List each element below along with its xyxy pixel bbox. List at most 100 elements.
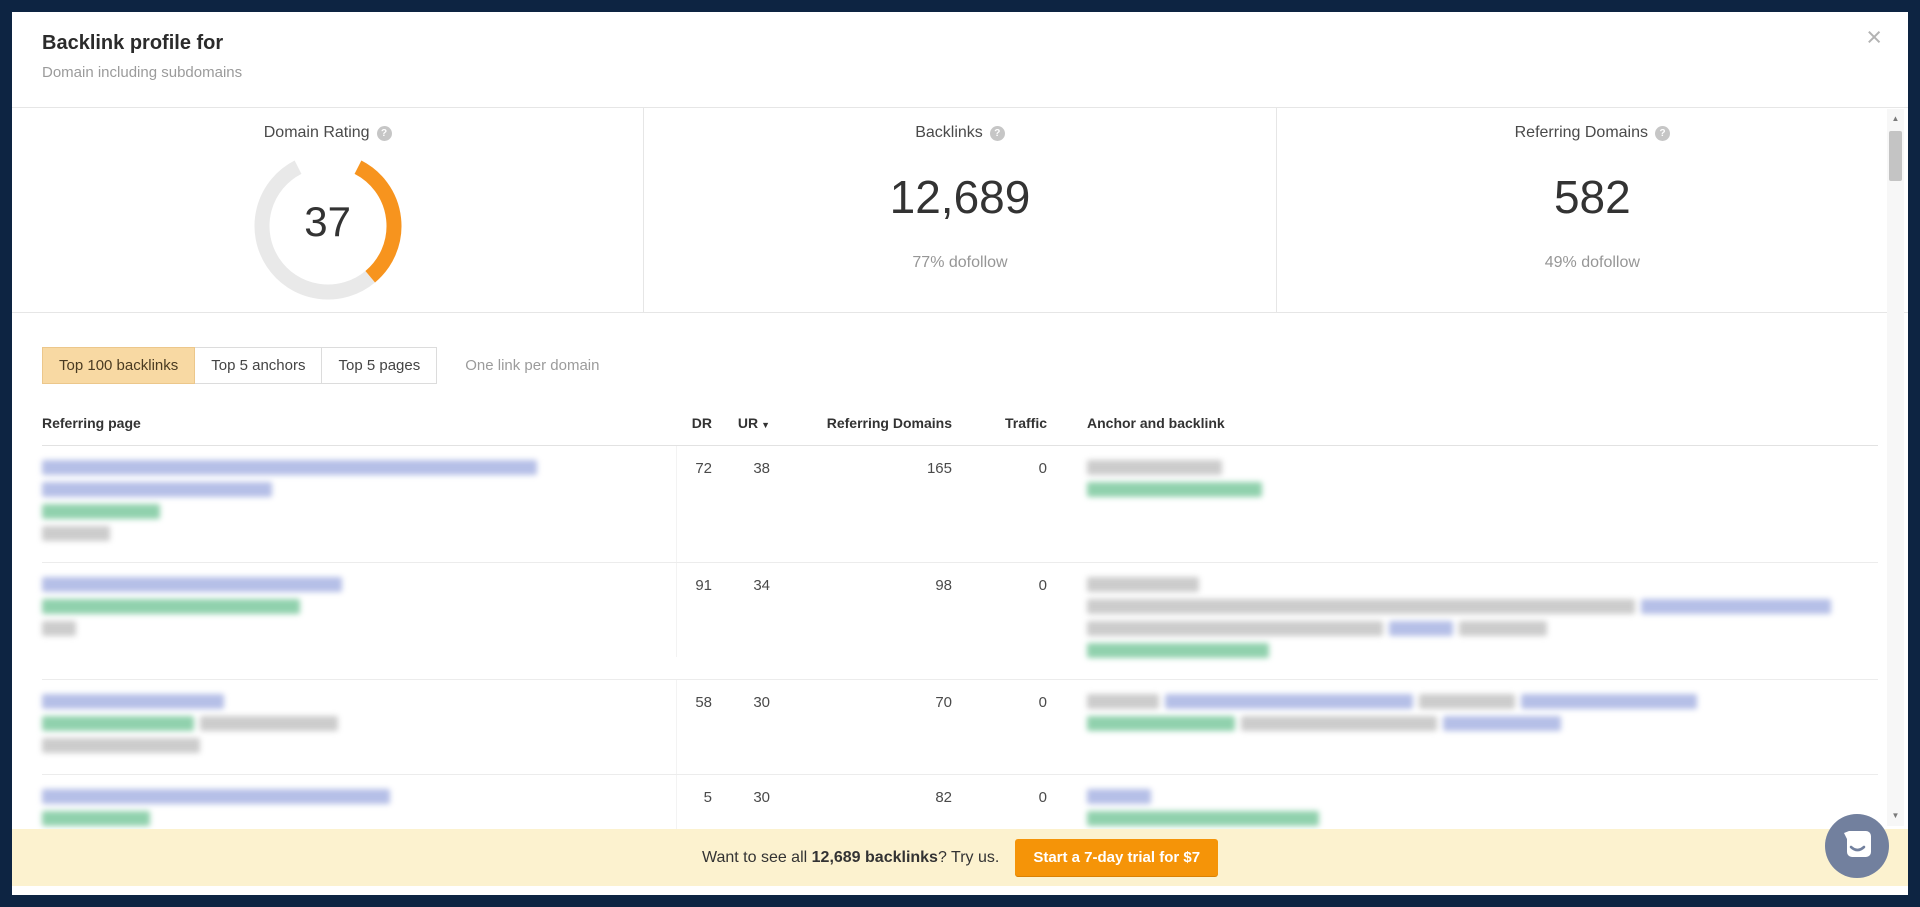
table-row: 91 34 98 0 [42, 563, 1878, 680]
redacted-text-line [42, 694, 676, 709]
redacted-text [42, 504, 160, 519]
redacted-text [42, 716, 194, 731]
referring-domains-cell: 82 [935, 789, 952, 806]
dr-cell: 58 [695, 694, 712, 711]
domain-rating-label-text: Domain Rating [263, 124, 370, 141]
chat-bubble-icon [1825, 814, 1889, 878]
section-divider [12, 312, 1908, 313]
redacted-text [1087, 460, 1222, 475]
tabs-row: Top 100 backlinks Top 5 anchors Top 5 pa… [42, 345, 1908, 385]
stats-section: Domain Rating ? 37 Backlinks ? 12,689 77… [12, 108, 1908, 312]
banner-text: Want to see all 12,689 backlinks? Try us… [702, 849, 999, 867]
chat-widget-button[interactable] [1825, 814, 1889, 878]
backlinks-table: Referring page DR UR ▼ Referring Domains … [42, 415, 1878, 848]
redacted-text [42, 482, 272, 497]
redacted-text [1241, 716, 1437, 731]
redacted-text [42, 621, 76, 636]
help-icon[interactable]: ? [989, 125, 1005, 141]
redacted-text [42, 460, 537, 475]
referring-domains-cell: 70 [935, 694, 952, 711]
redacted-text-line [1087, 599, 1878, 614]
redacted-text-line [42, 621, 676, 636]
redacted-text-line [42, 738, 676, 753]
scroll-down-icon[interactable]: ▼ [1891, 811, 1900, 820]
backlinks-value: 12,689 [889, 171, 1031, 223]
redacted-text [1087, 716, 1235, 731]
domain-rating-value: 37 [304, 198, 352, 245]
redacted-text-line [42, 482, 676, 497]
scroll-up-icon[interactable]: ▲ [1891, 114, 1900, 123]
referring-domains-label-text: Referring Domains [1514, 124, 1649, 141]
col-dr[interactable]: DR [691, 415, 712, 431]
col-referring-domains[interactable]: Referring Domains [826, 415, 952, 431]
traffic-cell: 0 [1038, 694, 1047, 711]
one-link-per-domain-toggle[interactable]: One link per domain [465, 356, 600, 374]
anchor-backlink-cell [1047, 563, 1878, 679]
vertical-scrollbar[interactable]: ▲ ▼ [1887, 109, 1904, 826]
help-icon[interactable]: ? [376, 125, 392, 141]
redacted-text-line [1087, 621, 1878, 636]
col-ur[interactable]: UR ▼ [737, 415, 770, 431]
redacted-text-line [1087, 811, 1878, 826]
close-icon[interactable]: × [1866, 22, 1882, 52]
stat-backlinks: Backlinks ? 12,689 77% dofollow [643, 108, 1275, 312]
backlinks-label: Backlinks ? [915, 124, 1005, 142]
redacted-text [1641, 599, 1831, 614]
referring-page-cell [42, 563, 677, 657]
gauge-svg [254, 160, 402, 300]
redacted-text [1087, 577, 1199, 592]
redacted-text [42, 811, 150, 826]
page-subtitle: Domain including subdomains [42, 64, 243, 81]
redacted-text-line [42, 577, 676, 592]
redacted-text [42, 526, 110, 541]
page-title: Backlink profile for [42, 32, 224, 54]
redacted-text-line [42, 504, 676, 519]
redacted-text [1087, 811, 1319, 826]
dr-cell: 72 [695, 460, 712, 477]
help-icon[interactable]: ? [1655, 125, 1671, 141]
banner-text-suffix: ? Try us. [937, 848, 1000, 866]
redacted-text [1443, 716, 1561, 731]
redacted-text-line [42, 599, 676, 614]
backlinks-label-text: Backlinks [915, 124, 983, 141]
redacted-text [1521, 694, 1697, 709]
redacted-text-line [42, 811, 676, 826]
col-anchor-and-backlink: Anchor and backlink [1087, 415, 1225, 431]
traffic-cell: 0 [1038, 577, 1047, 594]
traffic-cell: 0 [1038, 789, 1047, 806]
referring-page-cell [42, 775, 677, 847]
table-row: 72 38 165 0 [42, 446, 1878, 563]
tab-top-5-pages[interactable]: Top 5 pages [321, 346, 438, 384]
ur-cell: 38 [753, 460, 770, 477]
backlinks-dofollow: 77% dofollow [912, 254, 1008, 271]
dr-cell: 91 [695, 577, 712, 594]
redacted-text [1087, 694, 1159, 709]
start-trial-button[interactable]: Start a 7-day trial for $7 [1015, 839, 1219, 876]
domain-rating-gauge: 37 [248, 146, 408, 306]
referring-domains-cell: 165 [926, 460, 952, 477]
referring-domains-label: Referring Domains ? [1514, 124, 1671, 142]
redacted-text [1165, 694, 1413, 709]
stat-domain-rating: Domain Rating ? 37 [12, 108, 643, 312]
ur-cell: 34 [753, 577, 770, 594]
scrollbar-thumb[interactable] [1889, 131, 1902, 181]
redacted-text [42, 694, 224, 709]
anchor-backlink-cell [1047, 446, 1878, 518]
table-body: 72 38 165 0 91 34 98 0 58 30 70 0 5 30 82 0 [42, 446, 1878, 848]
redacted-text [42, 599, 300, 614]
tab-top-100-backlinks[interactable]: Top 100 backlinks [42, 346, 196, 384]
trial-banner: Want to see all 12,689 backlinks? Try us… [12, 829, 1908, 886]
redacted-text [42, 577, 342, 592]
redacted-text-line [1087, 643, 1878, 658]
anchor-backlink-cell [1047, 680, 1878, 752]
redacted-text [1087, 599, 1635, 614]
banner-bold-count: 12,689 backlinks [811, 848, 938, 866]
redacted-text [1389, 621, 1453, 636]
redacted-text [1459, 621, 1547, 636]
col-traffic[interactable]: Traffic [1004, 415, 1047, 431]
referring-page-cell [42, 446, 677, 562]
tab-top-5-anchors[interactable]: Top 5 anchors [194, 346, 323, 384]
redacted-text [1087, 789, 1151, 804]
redacted-text-line [1087, 460, 1878, 475]
